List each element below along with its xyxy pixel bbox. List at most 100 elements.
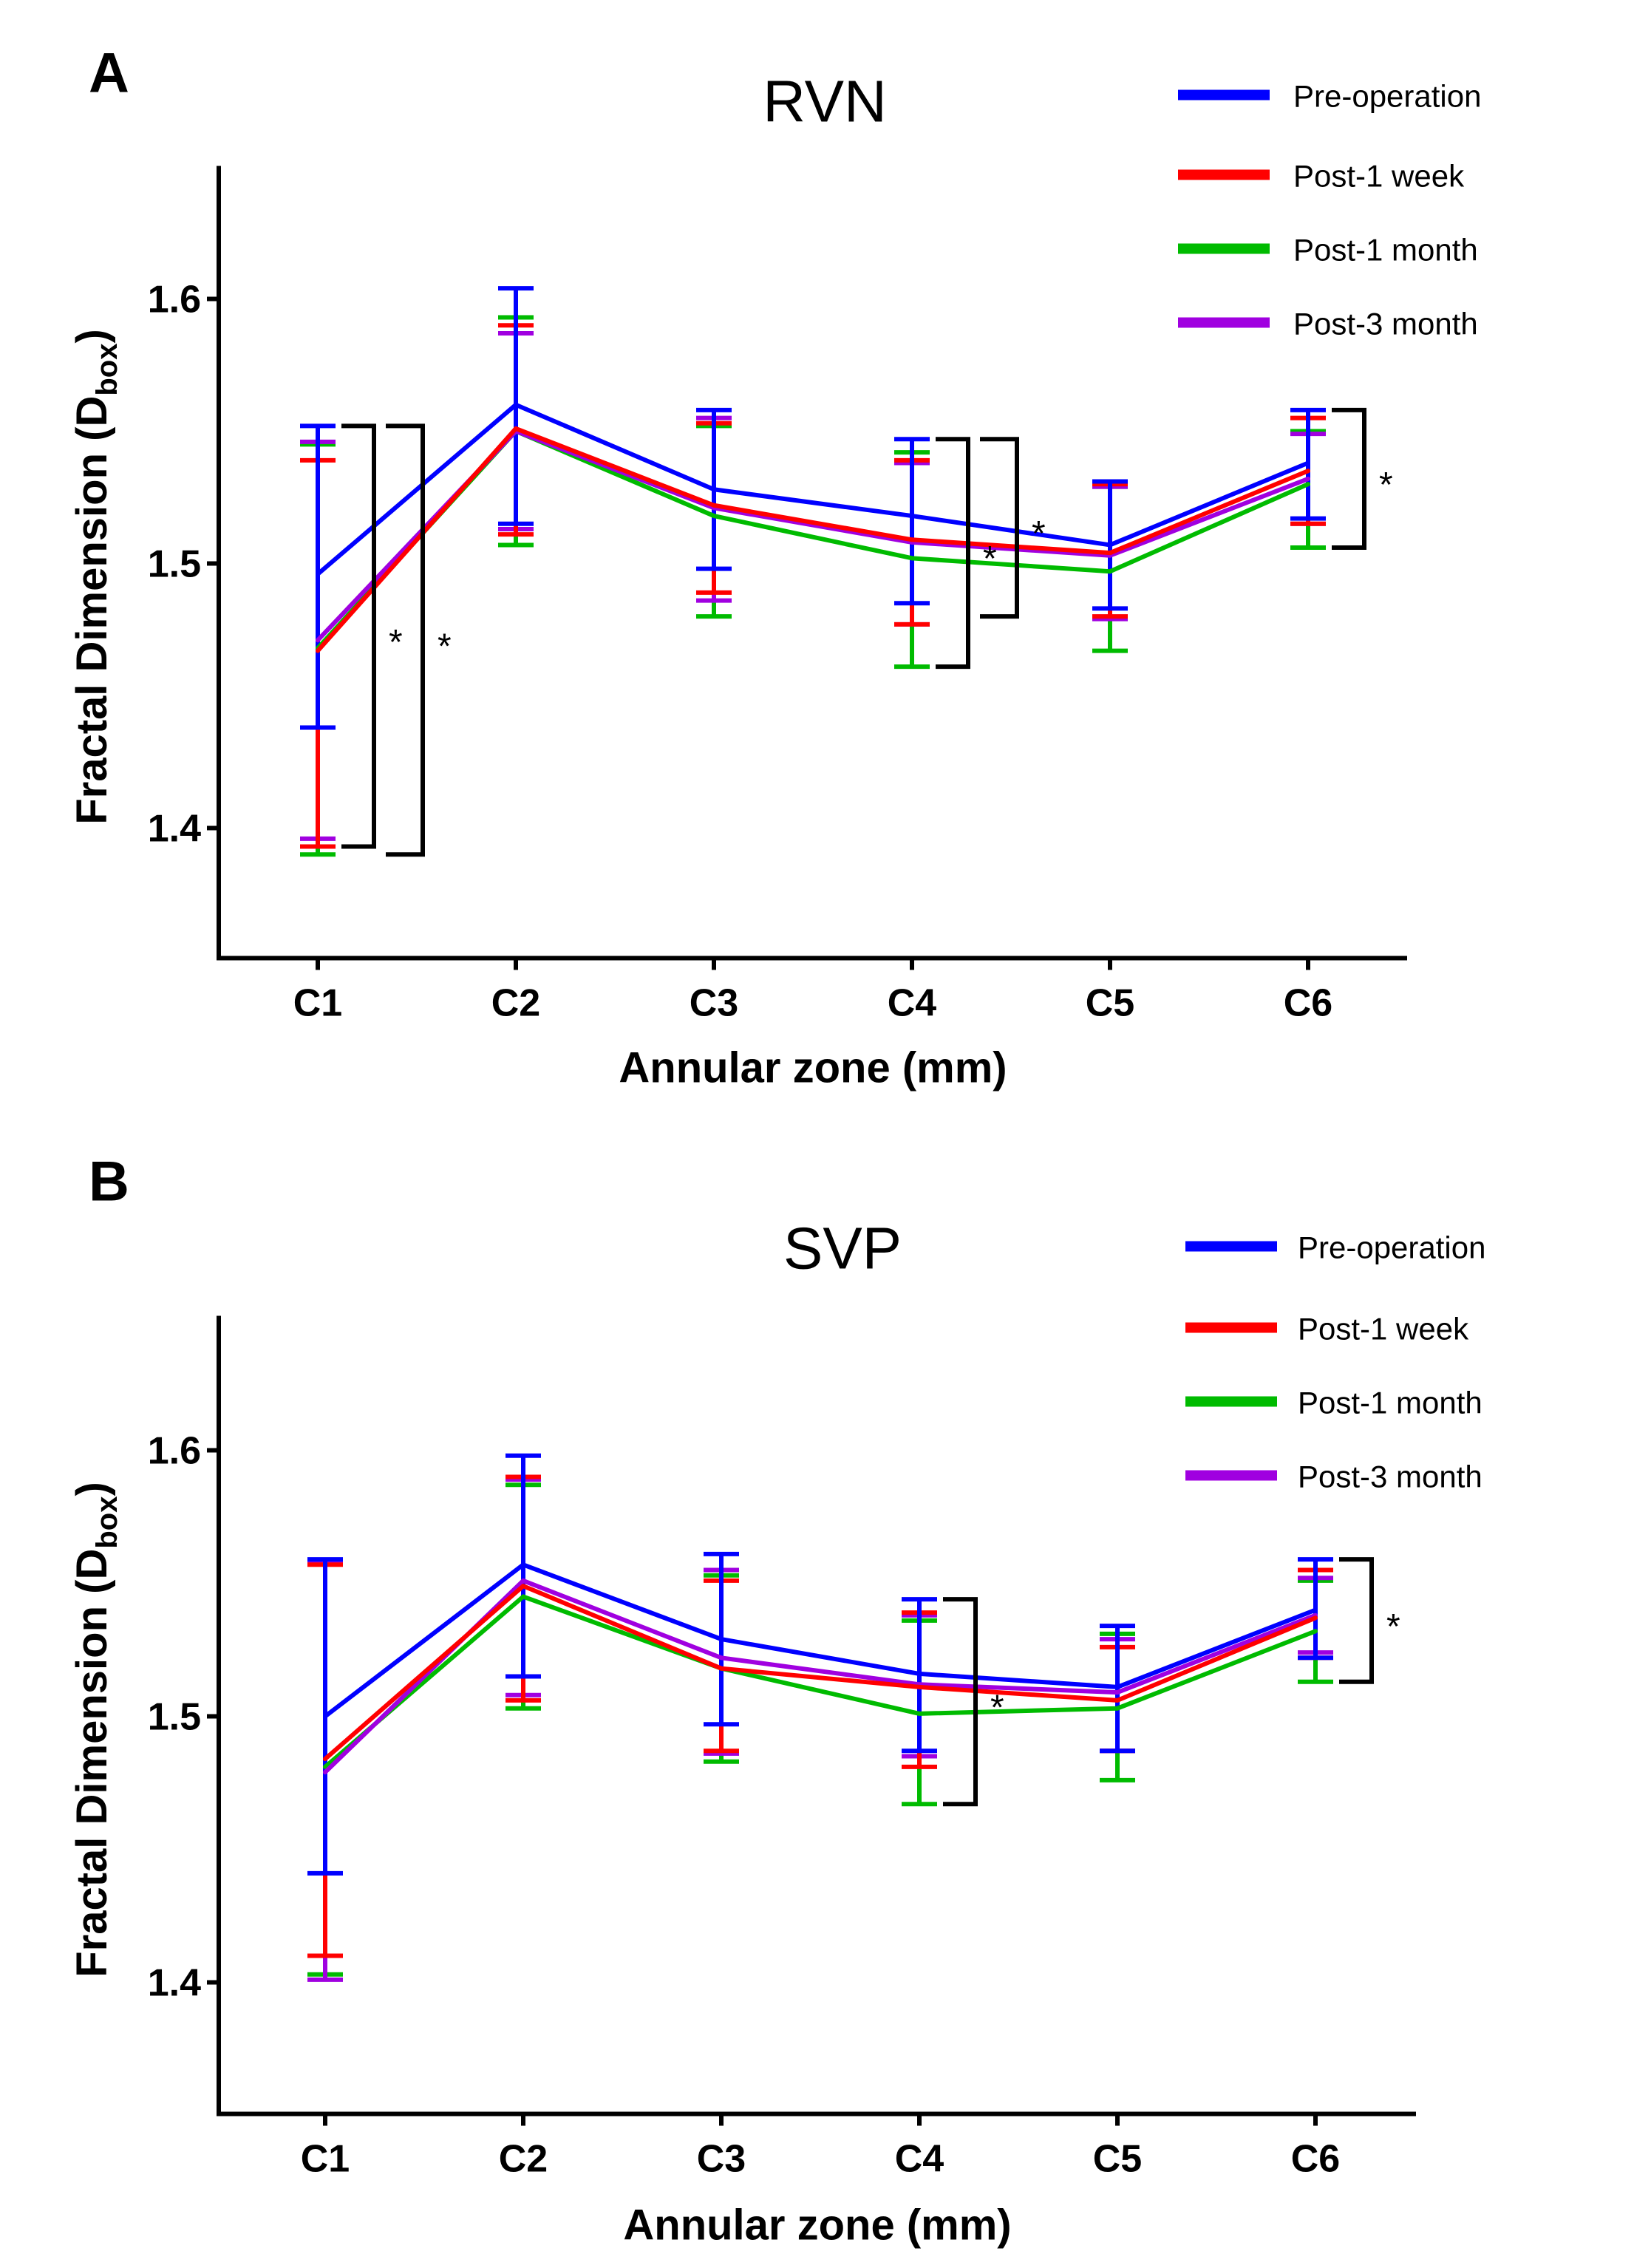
legend-label: Post-1 month [1293, 233, 1478, 268]
x-tick-label: C6 [1291, 2138, 1340, 2181]
data-point [1108, 569, 1112, 574]
data-point [1306, 460, 1310, 466]
data-point [1115, 1690, 1120, 1695]
data-point [521, 1578, 525, 1583]
legend-label: Post-1 week [1293, 159, 1465, 194]
y-tick-label: 1.6 [148, 1430, 201, 1473]
significance-bracket [936, 437, 970, 670]
data-point [521, 1584, 525, 1589]
data-point [1108, 542, 1112, 548]
data-point [1306, 469, 1310, 474]
data-point [712, 514, 716, 519]
data-point [323, 1757, 327, 1762]
data-point [323, 1764, 327, 1769]
x-tick-label: C6 [1284, 982, 1332, 1025]
panel-b: B SVP 1.4 1.5 1.6 C1 C2 C3 C4 C5 C6 Annular zone … [68, 1151, 1485, 2250]
significance-star: * [1032, 514, 1046, 554]
series-line-post-1-month [324, 1594, 1317, 1769]
significance-bracket [980, 437, 1019, 619]
panel-letter: B [89, 1151, 129, 1213]
data-point [719, 1637, 724, 1642]
x-tick-label: C2 [491, 982, 540, 1025]
data-point [1115, 1697, 1120, 1703]
data-point [514, 426, 518, 431]
panel-a: A RVN 1.4 1.5 1.6 C1 C2 C3 C4 C5 C6 Annular zone … [68, 42, 1481, 1092]
series-line-pre-operation [324, 1562, 1317, 1718]
significance-bracket [386, 423, 425, 857]
data-point [316, 648, 320, 653]
significance-bracket [1339, 1557, 1374, 1684]
legend-label: Post-3 month [1298, 1460, 1483, 1494]
y-tick-label: 1.4 [148, 808, 201, 851]
data-point [910, 537, 914, 542]
series-line-pre-operation [316, 402, 1310, 576]
data-point [712, 503, 716, 508]
data-point [323, 1714, 327, 1719]
x-tick-label: C3 [690, 982, 738, 1025]
legend: Pre-operation Post-1 week Post-1 month Post… [1185, 1230, 1485, 1494]
series-line-post-1-week [316, 426, 1310, 653]
x-tick-label: C1 [301, 2138, 350, 2181]
significance-star: * [990, 1689, 1004, 1728]
data-point [1115, 1706, 1120, 1711]
series-line-post-1-month [316, 429, 1310, 650]
data-point [1115, 1684, 1120, 1689]
data-point [1313, 1615, 1318, 1621]
significance-bracket [943, 1597, 978, 1807]
data-point [316, 571, 320, 576]
data-point [1306, 476, 1310, 481]
significance-star: * [1379, 466, 1393, 505]
legend-label: Post-3 month [1293, 307, 1478, 341]
legend-label: Pre-operation [1298, 1230, 1485, 1265]
data-point [917, 1671, 922, 1676]
significance-bracket [341, 423, 376, 849]
x-tick-label: C4 [888, 982, 937, 1025]
data-point [719, 1655, 724, 1661]
x-axis-label: Annular zone (mm) [623, 2201, 1011, 2250]
x-tick-label: C2 [499, 2138, 548, 2181]
significance-bracket [1332, 407, 1366, 551]
data-point [910, 556, 914, 561]
x-tick-label: C1 [293, 982, 342, 1025]
y-axis-label: Fractal Dimension (Dbox) [68, 329, 123, 825]
data-point [719, 1666, 724, 1671]
data-point [316, 638, 320, 643]
x-tick-label: C4 [895, 2138, 944, 2181]
legend-label: Post-1 week [1298, 1312, 1469, 1346]
x-tick-label: C5 [1086, 982, 1134, 1025]
plot-area: 1.4 1.5 1.6 C1 C2 C3 C4 C5 C6 Annular zone (mm) Fr… [68, 166, 1407, 1092]
y-axis-label: Fractal Dimension (Dbox) [68, 1482, 123, 1978]
chart-title: SVP [783, 1216, 902, 1281]
y-tick-label: 1.4 [148, 1962, 201, 2005]
legend: Pre-operation Post-1 week Post-1 month Post… [1178, 79, 1481, 341]
data-point [712, 487, 716, 492]
x-tick-label: C3 [697, 2138, 746, 2181]
legend-label: Pre-operation [1293, 79, 1481, 114]
data-point [1306, 482, 1310, 487]
data-point [910, 514, 914, 519]
chart-title: RVN [763, 69, 886, 134]
series-line-post-1-week [324, 1584, 1317, 1761]
data-point [917, 1684, 922, 1689]
data-point [521, 1562, 525, 1567]
y-tick-label: 1.6 [148, 279, 201, 321]
significance-star: * [1386, 1607, 1400, 1646]
y-tick-label: 1.5 [148, 543, 201, 586]
data-point [1108, 551, 1112, 556]
panel-letter: A [89, 42, 129, 105]
data-point [1313, 1629, 1318, 1634]
x-tick-label: C5 [1093, 2138, 1142, 2181]
data-point [323, 1770, 327, 1775]
y-tick-label: 1.5 [148, 1696, 201, 1739]
data-point [1313, 1607, 1318, 1613]
significance-star: * [438, 627, 452, 666]
significance-star: * [983, 539, 997, 579]
data-point [514, 402, 518, 407]
data-point [521, 1594, 525, 1599]
data-point [917, 1711, 922, 1716]
legend-label: Post-1 month [1298, 1386, 1483, 1420]
x-axis-label: Annular zone (mm) [619, 1044, 1007, 1092]
plot-area: 1.4 1.5 1.6 C1 C2 C3 C4 C5 C6 Annular zone (mm) Fr… [68, 1315, 1416, 2250]
significance-star: * [389, 623, 403, 662]
